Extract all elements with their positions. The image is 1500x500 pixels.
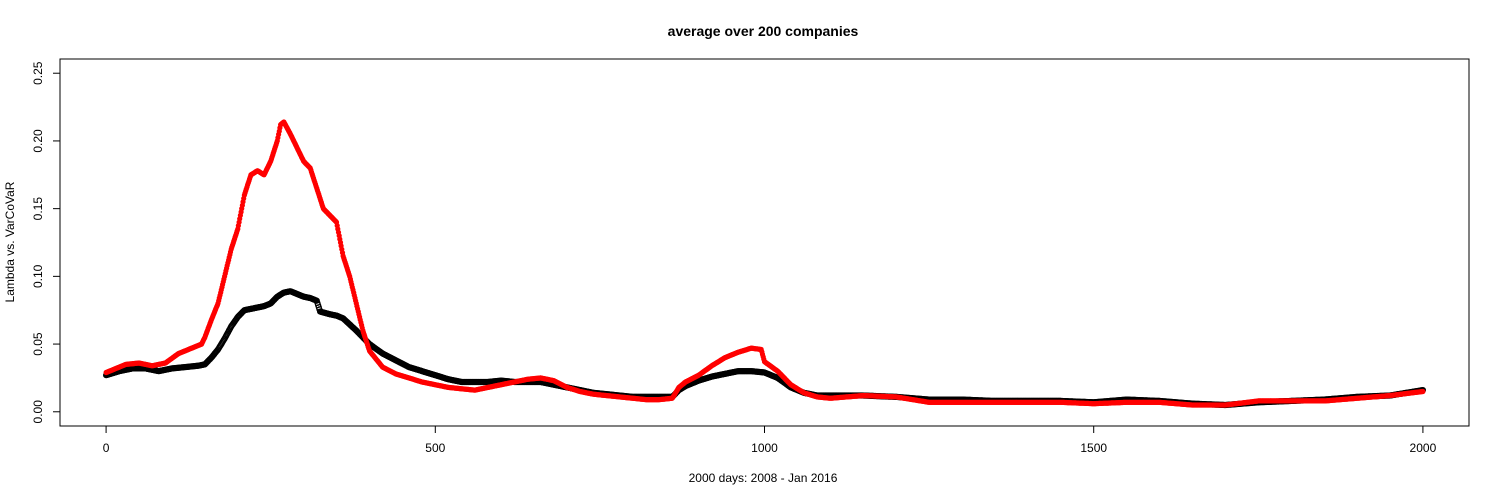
data-point — [1420, 388, 1426, 395]
y-tick-label: 0.10 — [31, 264, 45, 288]
x-axis: 0 500 1000 1500 2000 — [103, 425, 1437, 455]
x-tick-label: 1000 — [751, 441, 778, 455]
y-tick-label: 0.25 — [31, 61, 45, 85]
x-tick-label: 1500 — [1080, 441, 1107, 455]
x-tick-label: 500 — [425, 441, 445, 455]
y-tick-label: 0.05 — [31, 332, 45, 356]
y-tick-label: 0.15 — [31, 197, 45, 221]
x-tick-label: 0 — [103, 441, 110, 455]
y-axis-label: Lambda vs. VarCoVaR — [3, 181, 17, 302]
series-0 — [103, 288, 1427, 409]
y-axis: 0.00 0.05 0.10 0.15 0.20 0.25 — [31, 61, 61, 424]
x-axis-label: 2000 days: 2008 - Jan 2016 — [689, 471, 838, 485]
y-tick-label: 0.20 — [31, 129, 45, 153]
x-tick-label: 2000 — [1410, 441, 1437, 455]
y-tick-label: 0.00 — [31, 400, 45, 424]
series-1 — [103, 119, 1426, 408]
series-layer — [103, 119, 1427, 409]
chart-title: average over 200 companies — [668, 23, 859, 39]
